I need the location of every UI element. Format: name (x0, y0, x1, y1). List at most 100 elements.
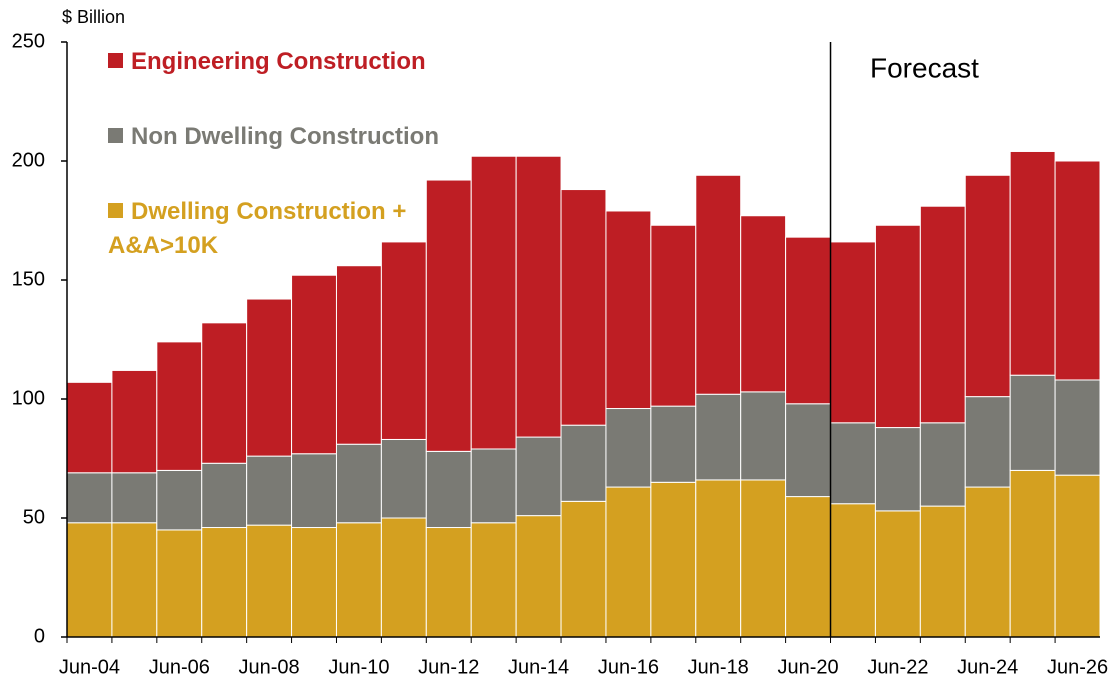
bar-segment (515, 436, 562, 517)
bar-segment (111, 369, 158, 474)
legend-entry: Engineering Construction (108, 45, 528, 79)
bar-segment (964, 396, 1011, 488)
bar-segment (650, 481, 697, 638)
bar-segment (335, 265, 382, 445)
bar-segment (470, 448, 517, 524)
bar-segment (291, 274, 337, 455)
bar-segment (919, 505, 966, 638)
y-axis-label: $ Billion (62, 7, 125, 27)
bar-segment (156, 341, 203, 471)
bar-segment (695, 174, 742, 395)
bar-segment (919, 205, 966, 424)
bar-segment (785, 403, 832, 498)
y-tick-label: 150 (12, 268, 45, 290)
x-tick-label: Jun-18 (688, 656, 749, 678)
bar-segment (560, 500, 607, 638)
bar-segment (1009, 374, 1056, 471)
x-tick-label: Jun-24 (957, 656, 1018, 678)
bar-segment (66, 472, 113, 524)
bar-segment (785, 236, 832, 405)
bar-segment (66, 522, 113, 638)
bar-segment (246, 455, 293, 526)
bar-segment (291, 527, 337, 638)
legend-label: Engineering Construction (131, 48, 426, 75)
bar-segment (515, 515, 562, 638)
bar-segment (425, 527, 472, 638)
bar-segment (1054, 474, 1101, 638)
bar-segment (964, 174, 1011, 398)
x-tick-label: Jun-04 (59, 656, 120, 678)
bar-segment (919, 422, 966, 507)
bar-segment (425, 179, 472, 452)
bar-segment (830, 241, 876, 424)
bar-segment (246, 298, 293, 457)
bar-segment (291, 453, 337, 529)
y-tick-label: 50 (23, 506, 45, 528)
bar-segment (111, 522, 158, 638)
bar-segment (650, 224, 697, 407)
bar-segment (605, 486, 652, 638)
bar-segment (156, 529, 203, 638)
bar-segment (380, 438, 427, 519)
x-tick-label: Jun-16 (598, 656, 659, 678)
y-tick-label: 0 (34, 625, 45, 647)
bar-segment (740, 479, 787, 638)
bar-segment (1009, 469, 1056, 638)
bar-segment (335, 443, 382, 524)
bar-segment (964, 486, 1011, 638)
x-tick-label: Jun-14 (508, 656, 569, 678)
y-tick-label: 200 (12, 149, 45, 171)
bar-segment (1054, 379, 1101, 476)
y-tick-label: 250 (12, 30, 45, 52)
bar-segment (740, 391, 787, 481)
x-tick-label: Jun-10 (328, 656, 389, 678)
y-tick-label: 100 (12, 387, 45, 409)
legend-swatch (108, 53, 123, 68)
bar-segment (425, 450, 472, 529)
bar-segment (111, 472, 158, 524)
bar-segment (380, 241, 427, 440)
legend-entry: Dwelling Construction + A&A>10K (108, 195, 408, 263)
x-tick-label: Jun-08 (239, 656, 300, 678)
bar-segment (695, 479, 742, 638)
bar-segment (874, 224, 921, 429)
legend-label: Non Dwelling Construction (131, 123, 439, 150)
bar-segment (605, 210, 652, 410)
bar-segment (156, 469, 203, 531)
bar-segment (740, 215, 787, 393)
bar-segment (1054, 160, 1101, 381)
x-tick-label: Jun-06 (149, 656, 210, 678)
bar-segment (560, 189, 607, 426)
legend-swatch (108, 128, 123, 143)
bar-segment (1009, 150, 1056, 376)
bar-segment (874, 510, 921, 638)
x-tick-label: Jun-26 (1047, 656, 1108, 678)
bar-segment (874, 427, 921, 512)
x-tick-label: Jun-12 (418, 656, 479, 678)
x-tick-label: Jun-20 (777, 656, 838, 678)
bar-segment (335, 522, 382, 638)
bar-segment (695, 393, 742, 481)
legend-label: Dwelling Construction + A&A>10K (108, 198, 407, 259)
bar-segment (66, 381, 113, 474)
bar-segment (785, 496, 832, 638)
bar-segment (605, 408, 652, 488)
bar-segment (470, 522, 517, 638)
legend-entry: Non Dwelling Construction (108, 120, 528, 154)
bar-segment (650, 405, 697, 483)
bar-segment (560, 424, 607, 502)
bar-segment (201, 322, 248, 464)
bar-segment (201, 462, 248, 529)
bar-segment (246, 524, 293, 638)
annotation: Forecast (870, 52, 979, 83)
bar-segment (470, 155, 517, 450)
bar-segment (830, 503, 876, 638)
bar-segment (380, 517, 427, 638)
bar-segment (830, 422, 876, 505)
bar-segment (515, 155, 562, 438)
legend-swatch (108, 203, 123, 218)
x-tick-label: Jun-22 (867, 656, 928, 678)
bar-segment (201, 527, 248, 638)
